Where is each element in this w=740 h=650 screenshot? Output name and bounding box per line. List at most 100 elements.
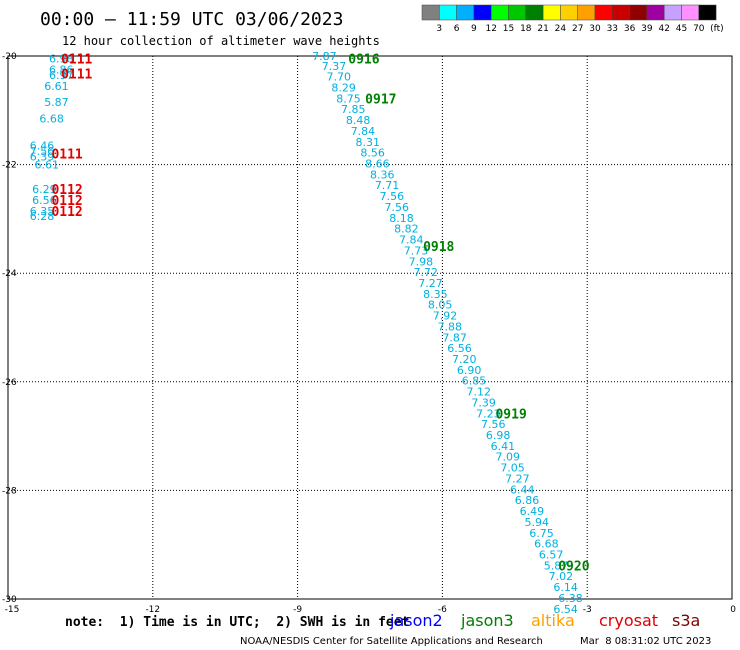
pass-time-label: 0112 bbox=[51, 194, 82, 209]
pass-time-label: 0111 bbox=[51, 148, 82, 163]
colorbar-swatch bbox=[698, 4, 717, 21]
swh-value: 7.23 bbox=[476, 407, 501, 420]
colorbar-swatch bbox=[473, 4, 492, 21]
pass-time-label: 0112 bbox=[51, 183, 82, 198]
swh-value: 6.57 bbox=[539, 548, 564, 561]
swh-value: 7.56 bbox=[30, 145, 55, 158]
y-tick-label: -30 bbox=[2, 595, 17, 605]
footer-note: note: 1) Time is in UTC; 2) SWH is in fe… bbox=[65, 615, 409, 630]
colorbar-label: 24 bbox=[555, 24, 567, 34]
swh-value: 8.05 bbox=[428, 299, 453, 312]
swh-value: 8.35 bbox=[423, 288, 448, 301]
swh-value: 7.87 bbox=[312, 50, 337, 63]
colorbar-label: 39 bbox=[641, 24, 653, 34]
chart-title: 00:00 – 11:59 UTC 03/06/2023 bbox=[40, 9, 343, 30]
colorbar-swatch bbox=[456, 4, 475, 21]
swh-value: 7.12 bbox=[467, 386, 492, 399]
mission-label: s3a bbox=[672, 611, 700, 630]
colorbar-swatch bbox=[490, 4, 509, 21]
swh-value: 6.46 bbox=[30, 140, 55, 153]
swh-value: 8.29 bbox=[331, 81, 356, 94]
mission-label: jason3 bbox=[460, 611, 514, 630]
swh-value: 8.66 bbox=[365, 158, 390, 171]
mission-label: cryosat bbox=[599, 611, 658, 630]
plot-frame bbox=[7, 55, 733, 600]
swh-value: 6.90 bbox=[457, 364, 482, 377]
x-axis: -15 -12 -9 -6 -3 0 bbox=[5, 605, 737, 615]
swh-value: 8.75 bbox=[336, 92, 361, 105]
swh-value: 6.14 bbox=[553, 581, 578, 594]
colorbar-swatch bbox=[663, 4, 682, 21]
colorbar-swatch bbox=[508, 4, 527, 21]
colorbar-label: 42 bbox=[658, 24, 669, 34]
swh-value: 7.20 bbox=[452, 353, 477, 366]
colorbar-swatch bbox=[629, 4, 648, 21]
colorbar-legend: 3 6 9 12 15 18 21 24 27 30 33 36 39 42 45 70 (ft) bbox=[421, 4, 724, 34]
colorbar-swatch bbox=[577, 4, 596, 21]
pass-time-label: 0916 bbox=[348, 53, 379, 68]
swh-value: 6.44 bbox=[510, 483, 535, 496]
y-tick-label: -28 bbox=[2, 486, 17, 496]
colorbar-swatch bbox=[421, 4, 440, 21]
swh-value: 6.75 bbox=[529, 527, 554, 540]
swh-value: 7.92 bbox=[433, 310, 458, 323]
swh-value: 6.54 bbox=[553, 603, 578, 616]
y-tick-label: -22 bbox=[2, 161, 17, 171]
swh-value: 7.02 bbox=[549, 570, 574, 583]
pass-time-label: 0112 bbox=[51, 205, 82, 220]
swh-value: 6.39 bbox=[30, 150, 55, 163]
colorbar-label: 33 bbox=[607, 24, 618, 34]
pass-time-label: 0920 bbox=[558, 559, 589, 574]
swh-value: 5.94 bbox=[524, 516, 549, 529]
swh-value: 7.05 bbox=[500, 462, 525, 475]
colorbar-label: 36 bbox=[624, 24, 636, 34]
colorbar-swatch bbox=[646, 4, 665, 21]
swh-value: 6.56 bbox=[32, 194, 57, 207]
pass-time-label: 0918 bbox=[423, 240, 454, 255]
swh-value: 6.68 bbox=[534, 538, 559, 551]
footer-credit: NOAA/NESDIS Center for Satellite Applica… bbox=[240, 636, 543, 647]
swh-value: 8.31 bbox=[356, 136, 381, 149]
swh-value: 7.71 bbox=[375, 179, 400, 192]
swh-value: 6.35 bbox=[30, 205, 55, 218]
colorbar-label: 6 bbox=[454, 24, 460, 34]
colorbar-swatch bbox=[542, 4, 561, 21]
swh-value: 7.72 bbox=[413, 266, 438, 279]
swh-value: 5.87 bbox=[44, 96, 68, 109]
colorbar-swatch bbox=[439, 4, 457, 21]
pass-time-label: 0917 bbox=[365, 92, 396, 107]
colorbar-unit: (ft) bbox=[710, 24, 724, 34]
swh-value: 8.82 bbox=[394, 223, 419, 236]
colorbar-label: 12 bbox=[485, 24, 496, 34]
swh-value: 6.41 bbox=[491, 440, 515, 453]
y-axis: -20 -22 -24 -26 -28 -30 bbox=[2, 52, 17, 605]
swh-value: 7.87 bbox=[442, 331, 467, 344]
swh-value: 6.61 bbox=[44, 80, 68, 93]
pass-time-label: 0111 bbox=[61, 53, 92, 68]
colorbar-swatch bbox=[525, 4, 544, 21]
colorbar-label: 70 bbox=[693, 24, 705, 34]
colorbar-swatch bbox=[560, 4, 578, 21]
swh-value: 7.73 bbox=[404, 244, 429, 257]
swh-value: 6.56 bbox=[447, 342, 472, 355]
swh-value: 6.28 bbox=[30, 210, 55, 223]
colorbar-swatch bbox=[594, 4, 613, 21]
swh-value: 6.97 bbox=[49, 69, 74, 82]
swh-value: 7.84 bbox=[351, 125, 376, 138]
swh-value: 7.37 bbox=[322, 60, 347, 73]
swh-value: 8.18 bbox=[389, 212, 414, 225]
swh-value: 8.48 bbox=[346, 114, 371, 127]
colorbar-label: 27 bbox=[572, 24, 583, 34]
pass-time-label: 0111 bbox=[61, 67, 92, 82]
x-tick-label: -3 bbox=[583, 605, 592, 615]
swh-value: 7.84 bbox=[399, 234, 424, 247]
swh-value: 7.98 bbox=[409, 255, 434, 268]
x-tick-label: -9 bbox=[293, 605, 302, 615]
swh-value: 8.36 bbox=[370, 168, 395, 181]
x-tick-label: 0 bbox=[730, 605, 736, 615]
swh-value: 7.70 bbox=[327, 71, 352, 84]
colorbar-label: 18 bbox=[520, 24, 532, 34]
swh-value: 7.56 bbox=[384, 201, 409, 214]
colorbar-label: 45 bbox=[676, 24, 687, 34]
